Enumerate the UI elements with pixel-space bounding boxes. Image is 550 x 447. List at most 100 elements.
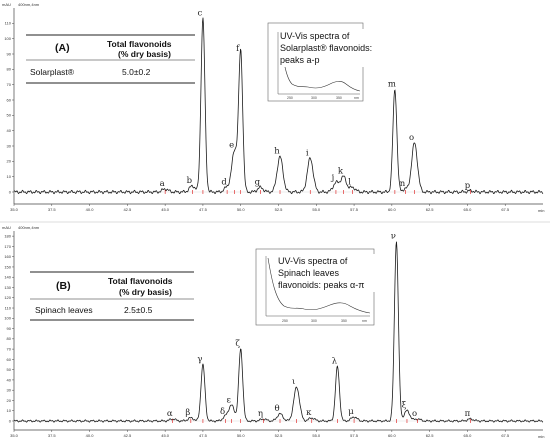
panel-b-x-tick-label: 50.0 — [237, 433, 246, 438]
panel-b-table-head-1: Total flavonoids — [108, 276, 173, 286]
panel-b-table-row-name: Spinach leaves — [35, 305, 93, 315]
panel-b-peak-label: γ — [197, 355, 202, 365]
panel-a-inset-unit: nm — [354, 96, 359, 100]
panel-a-inset-spectrum — [279, 33, 361, 92]
panel-b-y-tick-label: 50 — [7, 367, 12, 372]
panel-b-peak-label: β — [185, 408, 190, 418]
panel-b-y-tick-label: 80 — [7, 336, 12, 341]
panel-a-y-tick-label: 20 — [7, 159, 12, 164]
panel-a-x-tick-label: 40.0 — [86, 207, 95, 212]
panel-a-inset-line-2: Solarplast® flavonoids: — [280, 43, 372, 53]
panel-a-chromatogram: mAU 400nm,4nm min 35.0 37.5 40.0 42.5 45.0 47… — [2, 2, 544, 213]
panel-b-inset-line-2: Spinach leaves — [278, 268, 340, 278]
panel-a-peak-label: e — [229, 141, 234, 151]
panel-a-y-tick-label: 70 — [7, 82, 12, 87]
panel-a-peak-label: l — [348, 177, 351, 187]
panel-b-y-tick-label: 100 — [4, 316, 11, 321]
panel-a-x-unit: min — [538, 208, 544, 213]
panel-a-inset-line-3: peaks a-p — [280, 55, 320, 65]
panel-b-x-unit: min — [538, 434, 544, 439]
panel-a-peak-label: m — [388, 79, 396, 89]
panel-a-peak-label: i — [306, 148, 309, 158]
panel-b-y-tick-label: 140 — [4, 275, 11, 280]
panel-a-peak-label: c — [198, 9, 203, 19]
panel-a-x-tick-label: 60.0 — [388, 207, 397, 212]
panel-a-x-tick-label: 37.5 — [48, 207, 57, 212]
panel-b-inset-spectrum — [267, 257, 371, 314]
panel-b-y-tick-label: 110 — [5, 305, 12, 310]
panel-b-y-tick-label: 40 — [7, 377, 12, 382]
panel-a-y-tick-label: 40 — [7, 128, 12, 133]
panel-a-table-row-name: Solarplast® — [30, 67, 75, 77]
panel-b-table-head-2: (% dry basis) — [119, 287, 172, 297]
panel-a-peak-label: p — [465, 181, 471, 191]
panel-b-table-row-value: 2.5±0.5 — [124, 305, 153, 315]
panel-a-x-tick-label: 35.0 — [10, 207, 19, 212]
panel-a-peak-label: f — [236, 44, 240, 54]
panel-a-peak-label: a — [160, 179, 165, 189]
panel-a-x-tick-label: 65.0 — [464, 207, 473, 212]
panel-a-y-tick-label: 90 — [7, 51, 12, 56]
panel-b-y-tick-label: 150 — [4, 264, 11, 269]
panel-a-y-tick-label: 30 — [7, 143, 12, 148]
panel-b-table: (B) Total flavonoids (% dry basis) Spina… — [30, 271, 194, 321]
panel-b-peak-label: ζ — [235, 339, 240, 349]
panel-a-y-tick-label: 100 — [4, 36, 11, 41]
panel-b-peak-label: ξ — [402, 401, 407, 411]
panel-a-x-tick-label: 55.0 — [312, 207, 321, 212]
panel-a-inset-line-1: UV-Vis spectra of — [280, 31, 350, 41]
panel-a-peak-label: o — [409, 133, 414, 143]
panel-a-peak-label: k — [338, 167, 344, 177]
panel-a-x-tick-label: 50.0 — [237, 207, 246, 212]
panel-a-peak-label: n — [400, 179, 406, 189]
panel-a-x-tick-label: 57.5 — [350, 207, 359, 212]
panel-b-peak-label: λ — [332, 357, 338, 367]
panel-b-peak-label: η — [258, 409, 263, 419]
panel-a-y-tick-label: 10 — [7, 174, 12, 179]
panel-b-letter: (B) — [56, 280, 71, 292]
panel-b-x-tick-label: 42.5 — [123, 433, 132, 438]
panel-b-y-tick-label: 90 — [7, 326, 12, 331]
panel-b-y-tick-label: 70 — [7, 347, 12, 352]
panel-a-inset-tick-350: 350 — [336, 96, 342, 100]
panel-a-peak-label: h — [274, 147, 280, 157]
panel-b-x-tick-label: 45.0 — [161, 433, 170, 438]
panel-b-y-tick-label: 120 — [4, 295, 11, 300]
panel-b-x-tick-label: 37.5 — [48, 433, 57, 438]
panel-a-x-tick-label: 52.5 — [275, 207, 284, 212]
panel-a-trace — [13, 17, 544, 195]
panel-b-trace — [13, 241, 544, 423]
panel-b-peak-label: ι — [292, 377, 295, 387]
panel-b-x-tick-label: 67.5 — [501, 433, 510, 438]
panel-b-peak-label: μ — [348, 407, 354, 417]
panel-b-x-tick-label: 57.5 — [350, 433, 359, 438]
panel-b-y-tick-label: 20 — [7, 398, 12, 403]
panel-b-y-tick-label: 180 — [4, 234, 11, 239]
panel-b-peak-label: α — [167, 409, 173, 419]
panel-a-peak-label: j — [331, 173, 335, 183]
panel-a-x-tick-label: 45.0 — [161, 207, 170, 212]
panel-a-y-tick-label: 0 — [9, 189, 12, 194]
panel-a-x-tick-label: 47.5 — [199, 207, 208, 212]
panel-b-peak-label: ε — [226, 396, 231, 406]
panel-b-x-tick-label: 60.0 — [388, 433, 397, 438]
panel-a-peak-label: b — [187, 176, 193, 186]
panel-b-peak-label: θ — [274, 404, 279, 414]
panel-b-y-tick-label: 0 — [9, 418, 12, 423]
panel-a-inset-tick-250: 250 — [287, 96, 293, 100]
panel-b-peak-label: ο — [412, 409, 417, 419]
panel-b-chromatogram: mAU 400nm,4nm min 35.0 37.5 40.0 42.5 45.0 47… — [2, 225, 544, 439]
panel-a-y-tick-label: 60 — [7, 97, 12, 102]
panel-b-series-tag: 400nm,4nm — [18, 225, 40, 230]
panel-b-y-unit: mAU — [2, 225, 11, 230]
panel-a-y-tick-label: 110 — [5, 21, 12, 26]
panel-b-inset-tick-300: 300 — [311, 319, 317, 323]
panel-b-peak-label: δ — [220, 407, 225, 417]
panel-b-y-tick-label: 130 — [4, 285, 11, 290]
panel-b-inset-line-3: flavonoids: peaks α-π — [278, 280, 364, 290]
panel-b-x-tick-label: 40.0 — [86, 433, 95, 438]
panel-a-table: (A) Total flavonoids (% dry basis) Solar… — [26, 34, 195, 84]
panel-b-peak-label: π — [465, 409, 471, 419]
panel-a-uv-inset: 250 300 350 nm UV-Vis spectra of Solarpl… — [267, 22, 375, 102]
